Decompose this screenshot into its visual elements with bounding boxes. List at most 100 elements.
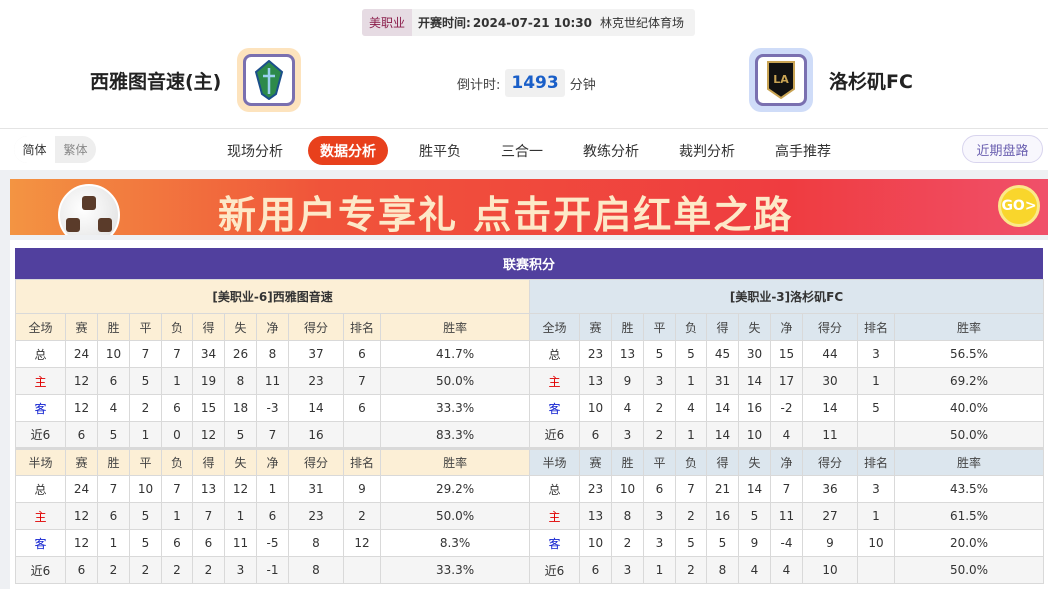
column-header: 平 (643, 313, 676, 341)
table-cell: 5 (706, 529, 739, 557)
table-cell: 12 (65, 502, 98, 530)
column-header: 胜 (97, 447, 130, 476)
lang-simplified[interactable]: 简体 (14, 136, 55, 163)
table-cell: 83.3% (379, 421, 531, 449)
table-cell: 37 (288, 340, 344, 368)
table-cell: 5 (224, 421, 257, 449)
countdown-label: 倒计时: (457, 77, 501, 93)
table-cell: 6 (97, 367, 130, 395)
table-cell: 1 (675, 421, 707, 449)
tab-coach-analysis[interactable]: 教练分析 (583, 143, 639, 160)
table-cell: 2 (675, 502, 707, 530)
league-badge[interactable]: 美职业 (362, 9, 413, 36)
table-cell: 10 (611, 475, 644, 503)
column-header: 半场 (529, 447, 580, 476)
away-team-name[interactable]: 洛杉矶FC (829, 70, 913, 93)
table-cell: 23 (579, 340, 612, 368)
recent-odds-button[interactable]: 近期盘路 (962, 135, 1043, 163)
table-cell: 3 (857, 475, 895, 503)
column-header: 失 (224, 313, 257, 341)
table-cell: 23 (288, 502, 344, 530)
column-header: 赛 (579, 447, 612, 476)
column-header: 赛 (579, 313, 612, 341)
table-cell: 34 (192, 340, 225, 368)
table-cell: 6 (579, 421, 612, 449)
table-cell: 11 (256, 367, 289, 395)
away-team-logo[interactable]: LA (749, 48, 813, 112)
table-cell: 5 (129, 502, 162, 530)
table-cell: 6 (161, 529, 193, 557)
table-cell: 9 (343, 475, 381, 503)
table-cell: 6 (643, 475, 676, 503)
column-header: 平 (129, 447, 162, 476)
row-label: 总 (15, 475, 66, 503)
table-cell (343, 556, 381, 584)
table-cell: 33.3% (379, 394, 531, 422)
row-label: 总 (529, 475, 580, 503)
column-header: 负 (675, 447, 707, 476)
table-cell: 14 (802, 394, 858, 422)
table-cell: 1 (161, 502, 193, 530)
table-cell: 3 (857, 340, 895, 368)
table-cell: 50.0% (893, 556, 1045, 584)
lafc-crest-icon: LA (755, 54, 807, 106)
table-cell: 50.0% (893, 421, 1045, 449)
promo-banner[interactable]: 新用户专享礼 点击开启红单之路 GO> (10, 179, 1048, 235)
lang-traditional[interactable]: 繁体 (63, 143, 88, 157)
tab-data-analysis[interactable]: 数据分析 (308, 136, 388, 165)
countdown: 倒计时: 1493 分钟 (457, 69, 596, 97)
column-header: 胜率 (893, 313, 1045, 341)
tab-referee-analysis[interactable]: 裁判分析 (679, 143, 735, 160)
tab-1x2[interactable]: 胜平负 (419, 143, 461, 160)
table-cell: 11 (802, 421, 858, 449)
table-cell: 2 (192, 556, 225, 584)
row-label: 客 (15, 529, 66, 557)
table-cell: 14 (288, 394, 344, 422)
table-cell: 14 (706, 394, 739, 422)
half-header-row: 半场赛胜平负得失净得分 排名 胜率 (15, 447, 531, 476)
table-cell: 31 (706, 367, 739, 395)
column-header: 净 (770, 313, 803, 341)
table-cell: 2 (611, 529, 644, 557)
column-header: 排名 (857, 313, 895, 341)
table-cell: 26 (224, 340, 257, 368)
table-cell: 30 (738, 340, 771, 368)
home-team-logo[interactable] (237, 48, 302, 112)
tab-live-analysis[interactable]: 现场分析 (227, 143, 283, 160)
table-row: 客 10 4 2 4 14 16 -2 14 5 40.0% (529, 394, 1045, 422)
table-cell: 7 (770, 475, 803, 503)
table-cell: 9 (802, 529, 858, 557)
table-cell: 0 (161, 421, 193, 449)
table-cell: 2 (675, 556, 707, 584)
row-label: 近6 (15, 421, 66, 449)
team-standings-header: [美职业-3]洛杉矶FC (528, 279, 1045, 314)
home-team-name[interactable]: 西雅图音速(主) (90, 70, 222, 93)
table-row: 主 12 6 5 1 7 1 6 23 2 50.0% (15, 502, 531, 530)
table-cell: 2 (97, 556, 130, 584)
table-row: 近6 6 2 2 2 2 3 -1 8 33.3% (15, 556, 531, 584)
table-cell: 10 (738, 421, 771, 449)
row-label: 主 (15, 367, 66, 395)
row-label: 近6 (529, 421, 580, 449)
table-row: 总 23 13 5 5 45 30 15 44 3 56.5% (529, 340, 1045, 368)
table-cell: 41.7% (379, 340, 531, 368)
column-header: 全场 (15, 313, 66, 341)
table-cell: 19 (192, 367, 225, 395)
tab-three-in-one[interactable]: 三合一 (501, 143, 543, 160)
table-cell: 1 (675, 367, 707, 395)
table-cell: 12 (65, 394, 98, 422)
table-cell: 3 (611, 556, 644, 584)
table-cell: 5 (675, 529, 707, 557)
column-header: 得分 (802, 313, 858, 341)
table-cell: 5 (675, 340, 707, 368)
table-cell: 2 (129, 556, 162, 584)
column-header: 半场 (15, 447, 66, 476)
table-cell (857, 556, 895, 584)
away-team: LA 洛杉矶FC (749, 48, 913, 112)
table-cell: 6 (97, 502, 130, 530)
tab-expert-picks[interactable]: 高手推荐 (775, 143, 831, 160)
table-row: 主 12 6 5 1 19 8 11 23 7 50.0% (15, 367, 531, 395)
start-time: 2024-07-21 10:30 (472, 15, 592, 30)
go-coin-icon[interactable]: GO> (998, 185, 1040, 227)
table-cell: -4 (770, 529, 803, 557)
